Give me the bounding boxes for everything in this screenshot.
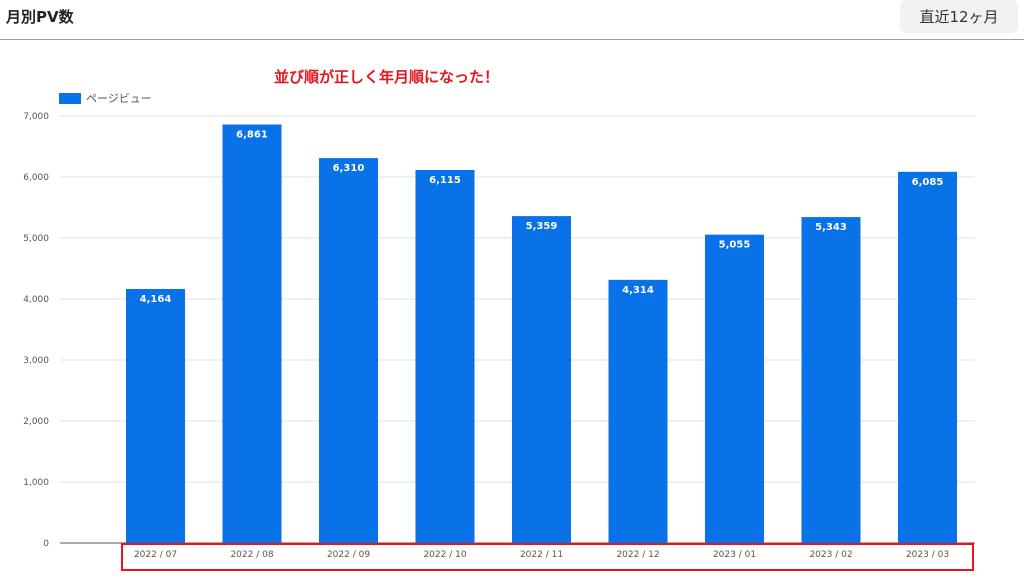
page-title: 月別PV数 xyxy=(6,8,74,26)
legend-swatch xyxy=(59,92,81,104)
x-tick-label: 2022 / 10 xyxy=(423,550,466,560)
y-tick-label: 5,000 xyxy=(23,234,49,244)
data-label: 6,861 xyxy=(236,129,268,140)
bar xyxy=(512,216,571,543)
y-tick-label: 4,000 xyxy=(23,295,49,305)
x-tick-label: 2023 / 03 xyxy=(906,550,949,560)
x-tick-label: 2022 / 07 xyxy=(134,550,177,560)
data-label: 6,310 xyxy=(333,163,365,174)
data-label: 6,115 xyxy=(429,175,461,186)
y-tick-label: 3,000 xyxy=(23,356,49,366)
data-label: 5,343 xyxy=(815,222,847,233)
y-tick-label: 0 xyxy=(43,539,49,549)
x-tick-label: 2022 / 11 xyxy=(520,550,563,560)
highlight-box xyxy=(121,543,974,571)
annotation-text: 並び順が正しく年月順になった！ xyxy=(274,68,500,86)
bar xyxy=(608,279,668,543)
y-tick-label: 7,000 xyxy=(23,112,49,122)
x-tick-label: 2022 / 12 xyxy=(616,550,659,560)
x-tick-label: 2022 / 09 xyxy=(327,550,370,560)
x-tick-label: 2023 / 02 xyxy=(809,550,852,560)
data-label: 5,055 xyxy=(719,240,751,251)
x-tick-label: 2023 / 01 xyxy=(713,550,756,560)
bar xyxy=(319,158,378,543)
bar xyxy=(898,171,957,543)
x-tick-label: 2022 / 08 xyxy=(230,550,273,560)
header-bar: 月別PV数 直近12ヶ月 xyxy=(0,0,1024,40)
y-tick-label: 2,000 xyxy=(23,417,49,427)
bar xyxy=(415,169,475,544)
legend-label: ページビュー xyxy=(86,92,152,105)
period-select-button[interactable]: 直近12ヶ月 xyxy=(900,0,1018,33)
bar xyxy=(126,288,185,543)
data-label: 4,314 xyxy=(622,285,654,296)
bar xyxy=(222,124,282,543)
data-label: 4,164 xyxy=(140,294,172,305)
bar xyxy=(705,234,764,543)
data-label: 6,085 xyxy=(912,177,944,188)
y-tick-label: 1,000 xyxy=(23,478,49,488)
data-label: 5,359 xyxy=(526,221,558,232)
bar xyxy=(801,217,861,543)
chart-legend: ページビュー xyxy=(59,90,152,106)
y-tick-label: 6,000 xyxy=(23,173,49,183)
